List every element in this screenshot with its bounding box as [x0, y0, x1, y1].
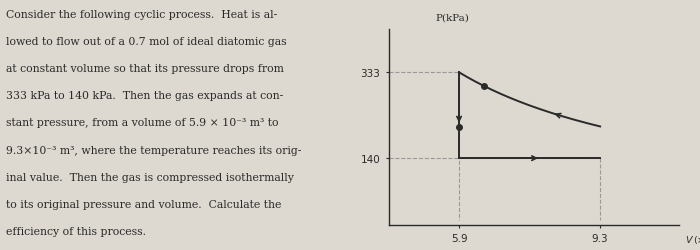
Text: 333 kPa to 140 kPa.  Then the gas expands at con-: 333 kPa to 140 kPa. Then the gas expands…	[6, 91, 283, 101]
Text: lowed to flow out of a 0.7 mol of ideal diatomic gas: lowed to flow out of a 0.7 mol of ideal …	[6, 37, 286, 47]
Text: $V\,(\times 10^{-3}{\rm m}^3)$: $V\,(\times 10^{-3}{\rm m}^3)$	[685, 233, 700, 246]
Text: efficiency of this process.: efficiency of this process.	[6, 226, 146, 236]
Text: P(kPa): P(kPa)	[435, 13, 469, 22]
Text: Consider the following cyclic process.  Heat is al-: Consider the following cyclic process. H…	[6, 10, 277, 20]
Text: to its original pressure and volume.  Calculate the: to its original pressure and volume. Cal…	[6, 199, 281, 209]
Text: inal value.  Then the gas is compressed isothermally: inal value. Then the gas is compressed i…	[6, 172, 293, 182]
Text: 9.3×10⁻³ m³, where the temperature reaches its orig-: 9.3×10⁻³ m³, where the temperature reach…	[6, 145, 301, 155]
Text: at constant volume so that its pressure drops from: at constant volume so that its pressure …	[6, 64, 284, 74]
Text: stant pressure, from a volume of 5.9 × 10⁻³ m³ to: stant pressure, from a volume of 5.9 × 1…	[6, 118, 278, 128]
